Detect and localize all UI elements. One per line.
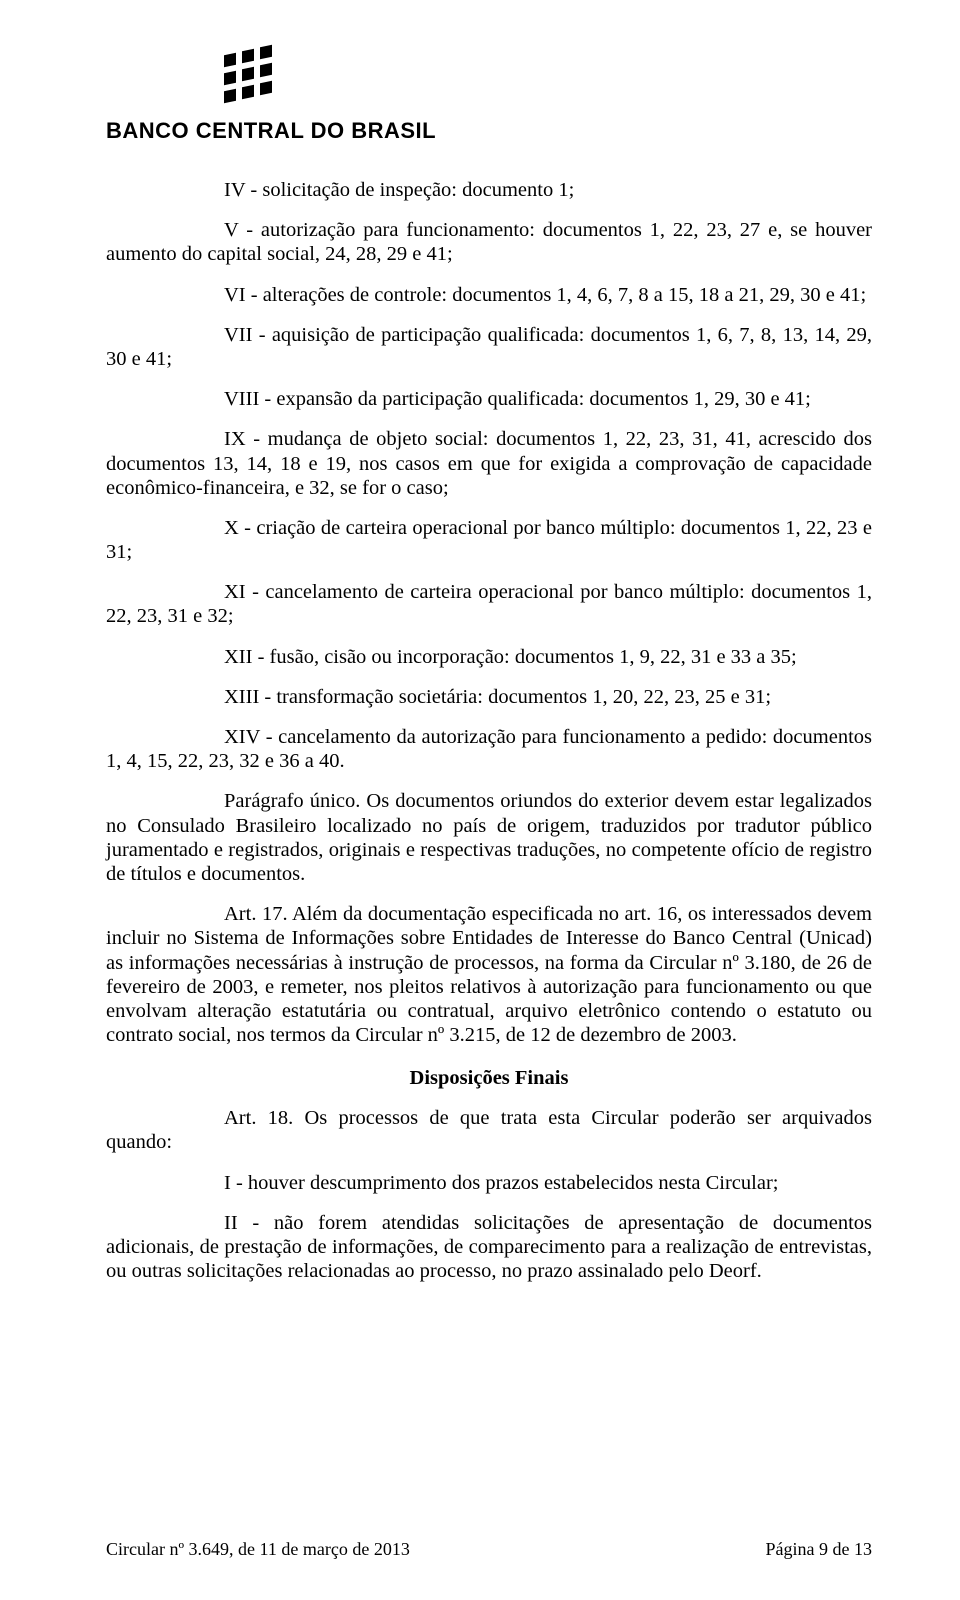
- footer-right: Página 9 de 13: [766, 1539, 872, 1560]
- paragraph-art-18: Art. 18. Os processos de que trata esta …: [106, 1106, 872, 1154]
- paragraph-xii: XII - fusão, cisão ou incorporação: docu…: [106, 645, 872, 669]
- bcb-icon: [218, 50, 280, 112]
- paragraph-paragrafo-unico: Parágrafo único. Os documentos oriundos …: [106, 789, 872, 886]
- paragraph-art-17: Art. 17. Além da documentação especifica…: [106, 902, 872, 1047]
- paragraph-ix: IX - mudança de objeto social: documento…: [106, 427, 872, 500]
- paragraph-xi: XI - cancelamento de carteira operaciona…: [106, 580, 872, 628]
- paragraph-xiii: XIII - transformação societária: documen…: [106, 685, 872, 709]
- header-logo-block: BANCO CENTRAL DO BRASIL: [106, 50, 872, 144]
- paragraph-vi: VI - alterações de controle: documentos …: [106, 283, 872, 307]
- institution-name: BANCO CENTRAL DO BRASIL: [106, 118, 436, 144]
- paragraph-ii: II - não forem atendidas solicitações de…: [106, 1211, 872, 1284]
- document-body: IV - solicitação de inspeção: documento …: [106, 178, 872, 1283]
- section-title-disposicoes-finais: Disposições Finais: [106, 1067, 872, 1090]
- footer-left: Circular nº 3.649, de 11 de março de 201…: [106, 1539, 410, 1560]
- page-footer: Circular nº 3.649, de 11 de março de 201…: [106, 1539, 872, 1560]
- paragraph-x: X - criação de carteira operacional por …: [106, 516, 872, 564]
- paragraph-iv: IV - solicitação de inspeção: documento …: [106, 178, 872, 202]
- paragraph-xiv: XIV - cancelamento da autorização para f…: [106, 725, 872, 773]
- paragraph-vii: VII - aquisição de participação qualific…: [106, 323, 872, 371]
- paragraph-viii: VIII - expansão da participação qualific…: [106, 387, 872, 411]
- paragraph-v: V - autorização para funcionamento: docu…: [106, 218, 872, 266]
- paragraph-i: I - houver descumprimento dos prazos est…: [106, 1171, 872, 1195]
- document-page: BANCO CENTRAL DO BRASIL IV - solicitação…: [0, 0, 960, 1600]
